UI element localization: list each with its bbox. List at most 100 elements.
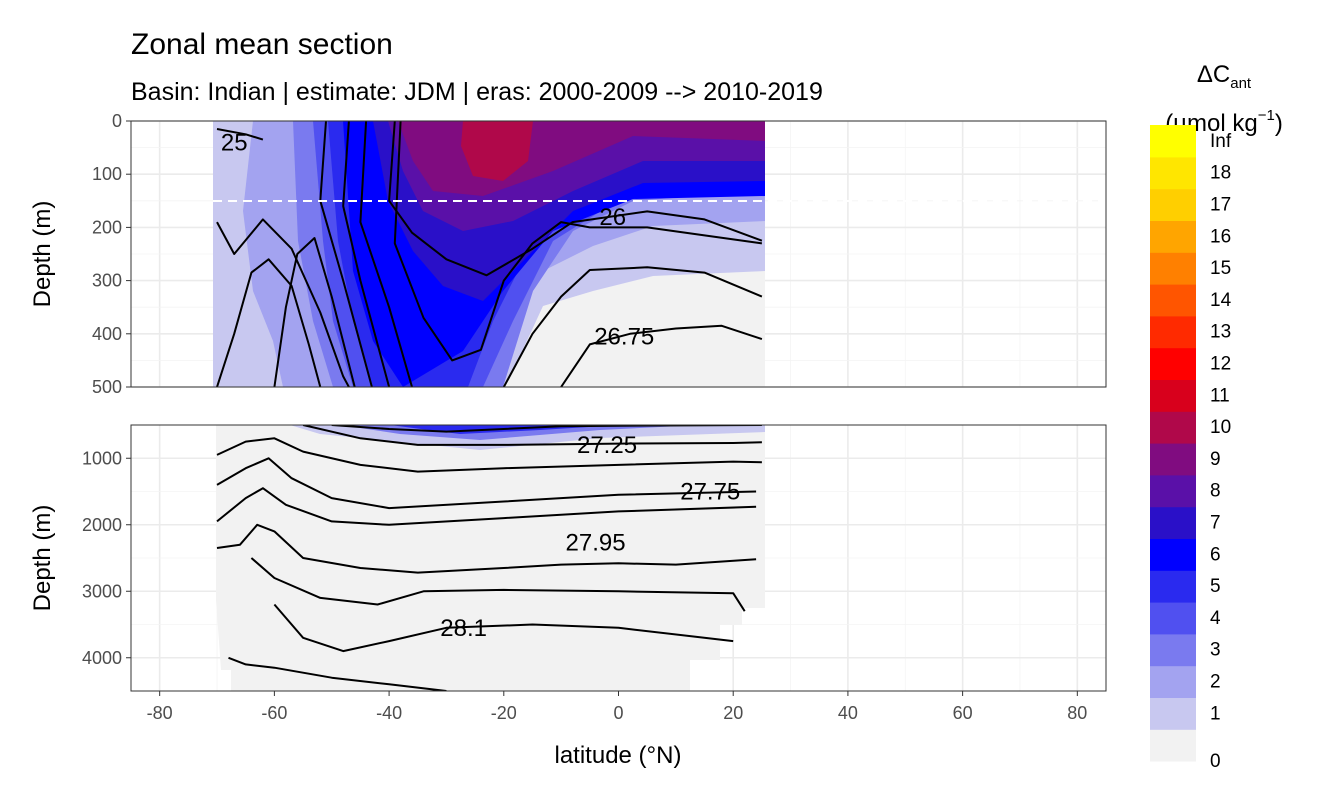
upper-panel [130,120,1107,388]
isopycnal-line [502,266,763,387]
isopycnal-line [388,121,763,277]
legend-label: 0 [1210,751,1221,772]
legend-label: 14 [1210,290,1232,311]
legend-key [1150,188,1196,221]
x-tick-label: 40 [838,703,858,723]
isopycnal-line [560,324,763,387]
isopycnal-line [359,121,413,387]
axes: -80 -60 -40 -20 0 20 40 60 80 0 100 200 300 400 500 100… [82,111,1087,723]
isopycnal-label: 26.75 [594,323,654,350]
y-tick-label: 2000 [82,515,122,535]
legend-key [1150,506,1196,539]
legend-key [1150,284,1196,317]
legend-label: 17 [1210,195,1231,216]
y-axis-title-upper: Depth (m) [29,201,56,308]
isopycnal-label: 25 [221,129,248,156]
legend-key [1150,729,1196,762]
legend-label: Inf [1210,131,1232,152]
legend: ΔCant (µmol kg−1) 0123456789101112131415… [1150,61,1283,772]
y-tick-label: 4000 [82,648,122,668]
isopycnal-line [216,523,757,574]
legend-label: 18 [1210,163,1231,184]
x-tick-label: 20 [723,703,743,723]
x-axis-title: latitude (°N) [555,742,682,769]
legend-label: 16 [1210,226,1231,247]
lower-field [216,425,765,691]
isopycnal-line [216,128,264,141]
legend-title: ΔCant [1197,61,1252,92]
legend-key [1150,315,1196,349]
lower-isopycnals [216,425,762,691]
isopycnal-label: 27.25 [577,432,637,459]
isopycnal-line [319,121,373,387]
legend-label: 15 [1210,258,1231,279]
legend-key [1150,633,1196,667]
isopycnal-line [216,258,322,387]
legend-label: 3 [1210,640,1221,661]
legend-label: 1 [1210,703,1221,724]
legend-key [1150,347,1196,380]
x-tick-label: -40 [376,703,402,723]
isopycnal-line [216,218,350,387]
legend-key [1150,474,1196,508]
legend-key [1150,379,1196,412]
legend-key [1150,697,1196,730]
legend-key [1150,156,1196,190]
isopycnal-line [273,237,356,387]
isopycnal-line [216,487,757,526]
upper-isopycnals [216,121,763,387]
legend-label: 11 [1210,385,1230,406]
isopycnal-line [331,425,762,433]
isopycnal-label: 26 [599,204,626,231]
isopycnal-line [216,457,757,510]
isopycnal-line [302,425,762,446]
legend-key [1150,665,1196,698]
legend-key [1150,125,1196,158]
x-tick-label: 60 [953,703,973,723]
lower-panel [130,424,1107,692]
isopycnal-labels: 25 26 26.75 27.25 27.75 27.95 28.1 [221,129,740,642]
legend-key [1150,602,1196,635]
isopycnal-label: 27.95 [566,530,626,557]
isopycnal-line [216,437,762,473]
legend-key [1150,411,1196,444]
y-tick-label: 300 [92,271,122,291]
y-tick-label: 0 [112,111,122,131]
isopycnal-line [273,603,734,653]
x-tick-label: -60 [261,703,287,723]
legend-key [1150,443,1196,476]
legend-label: 4 [1210,608,1221,629]
legend-key [1150,538,1196,571]
isopycnal-label: 28.1 [440,615,487,642]
legend-label: 2 [1210,672,1221,693]
y-axis-title-lower: Depth (m) [29,505,56,612]
chart-subtitle: Basin: Indian | estimate: JDM | eras: 20… [131,78,823,106]
legend-key [1150,570,1196,603]
legend-key [1150,252,1196,285]
legend-label: 12 [1210,354,1231,375]
chart-title: Zonal mean section [131,28,393,61]
y-tick-label: 1000 [82,448,122,468]
y-tick-label: 3000 [82,581,122,601]
x-tick-label: -80 [147,703,173,723]
legend-label: 13 [1210,322,1231,343]
x-tick-label: 80 [1067,703,1087,723]
isopycnal-line [393,121,763,362]
isopycnal-label: 27.75 [680,479,740,506]
legend-label: 7 [1210,513,1221,534]
y-tick-label: 200 [92,217,122,237]
legend-label: 6 [1210,544,1221,565]
legend-label: 5 [1210,576,1221,597]
x-tick-label: 0 [613,703,623,723]
y-tick-label: 100 [92,164,122,184]
legend-label: 10 [1210,417,1231,438]
isopycnal-line [228,656,447,691]
isopycnal-line [250,557,746,612]
isopycnal-line [342,121,391,387]
upper-field [213,121,1106,387]
y-tick-label: 400 [92,324,122,344]
x-tick-label: -20 [491,703,517,723]
y-tick-label: 500 [92,377,122,397]
